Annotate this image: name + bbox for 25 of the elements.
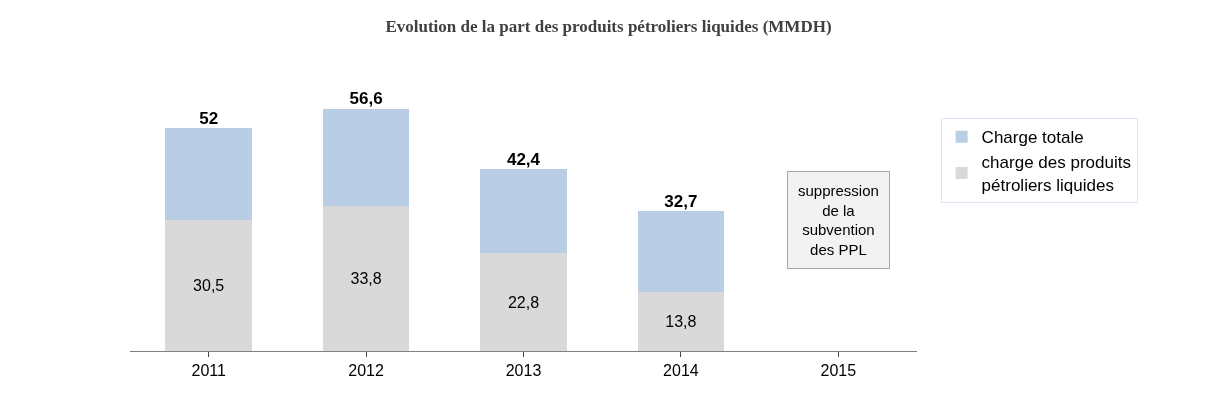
bar bbox=[637, 291, 725, 351]
total-label: 56,6 bbox=[349, 89, 383, 109]
bar bbox=[480, 253, 567, 351]
bar bbox=[480, 169, 567, 254]
x-tick-label: 2014 bbox=[663, 362, 699, 380]
bar bbox=[322, 108, 410, 207]
legend-label: charge des produits pétroliers liquides bbox=[981, 153, 1131, 195]
data-label: 33,8 bbox=[350, 270, 382, 288]
data-label: 22,8 bbox=[507, 293, 540, 311]
legend-label: Charge totale bbox=[981, 128, 1084, 148]
chart-title: Evolution de la part des produits pétroliers liquides (MMDH) bbox=[385, 16, 832, 36]
annotation: suppression de la subvention des PPL bbox=[798, 182, 879, 258]
x-tick-label: 2011 bbox=[191, 362, 226, 380]
total-label: 52 bbox=[199, 108, 219, 128]
x-tick-label: 2013 bbox=[505, 362, 542, 380]
data-label: 13,8 bbox=[665, 312, 697, 330]
bar bbox=[165, 220, 252, 351]
x-tick-label: 2015 bbox=[820, 362, 857, 380]
x-tick-label: 2012 bbox=[348, 362, 384, 380]
data-label: 30,5 bbox=[193, 277, 225, 295]
bar bbox=[165, 128, 252, 221]
bar bbox=[637, 210, 725, 292]
bar bbox=[322, 206, 410, 351]
total-label: 42,4 bbox=[506, 150, 541, 170]
total-label: 32,7 bbox=[664, 191, 698, 211]
